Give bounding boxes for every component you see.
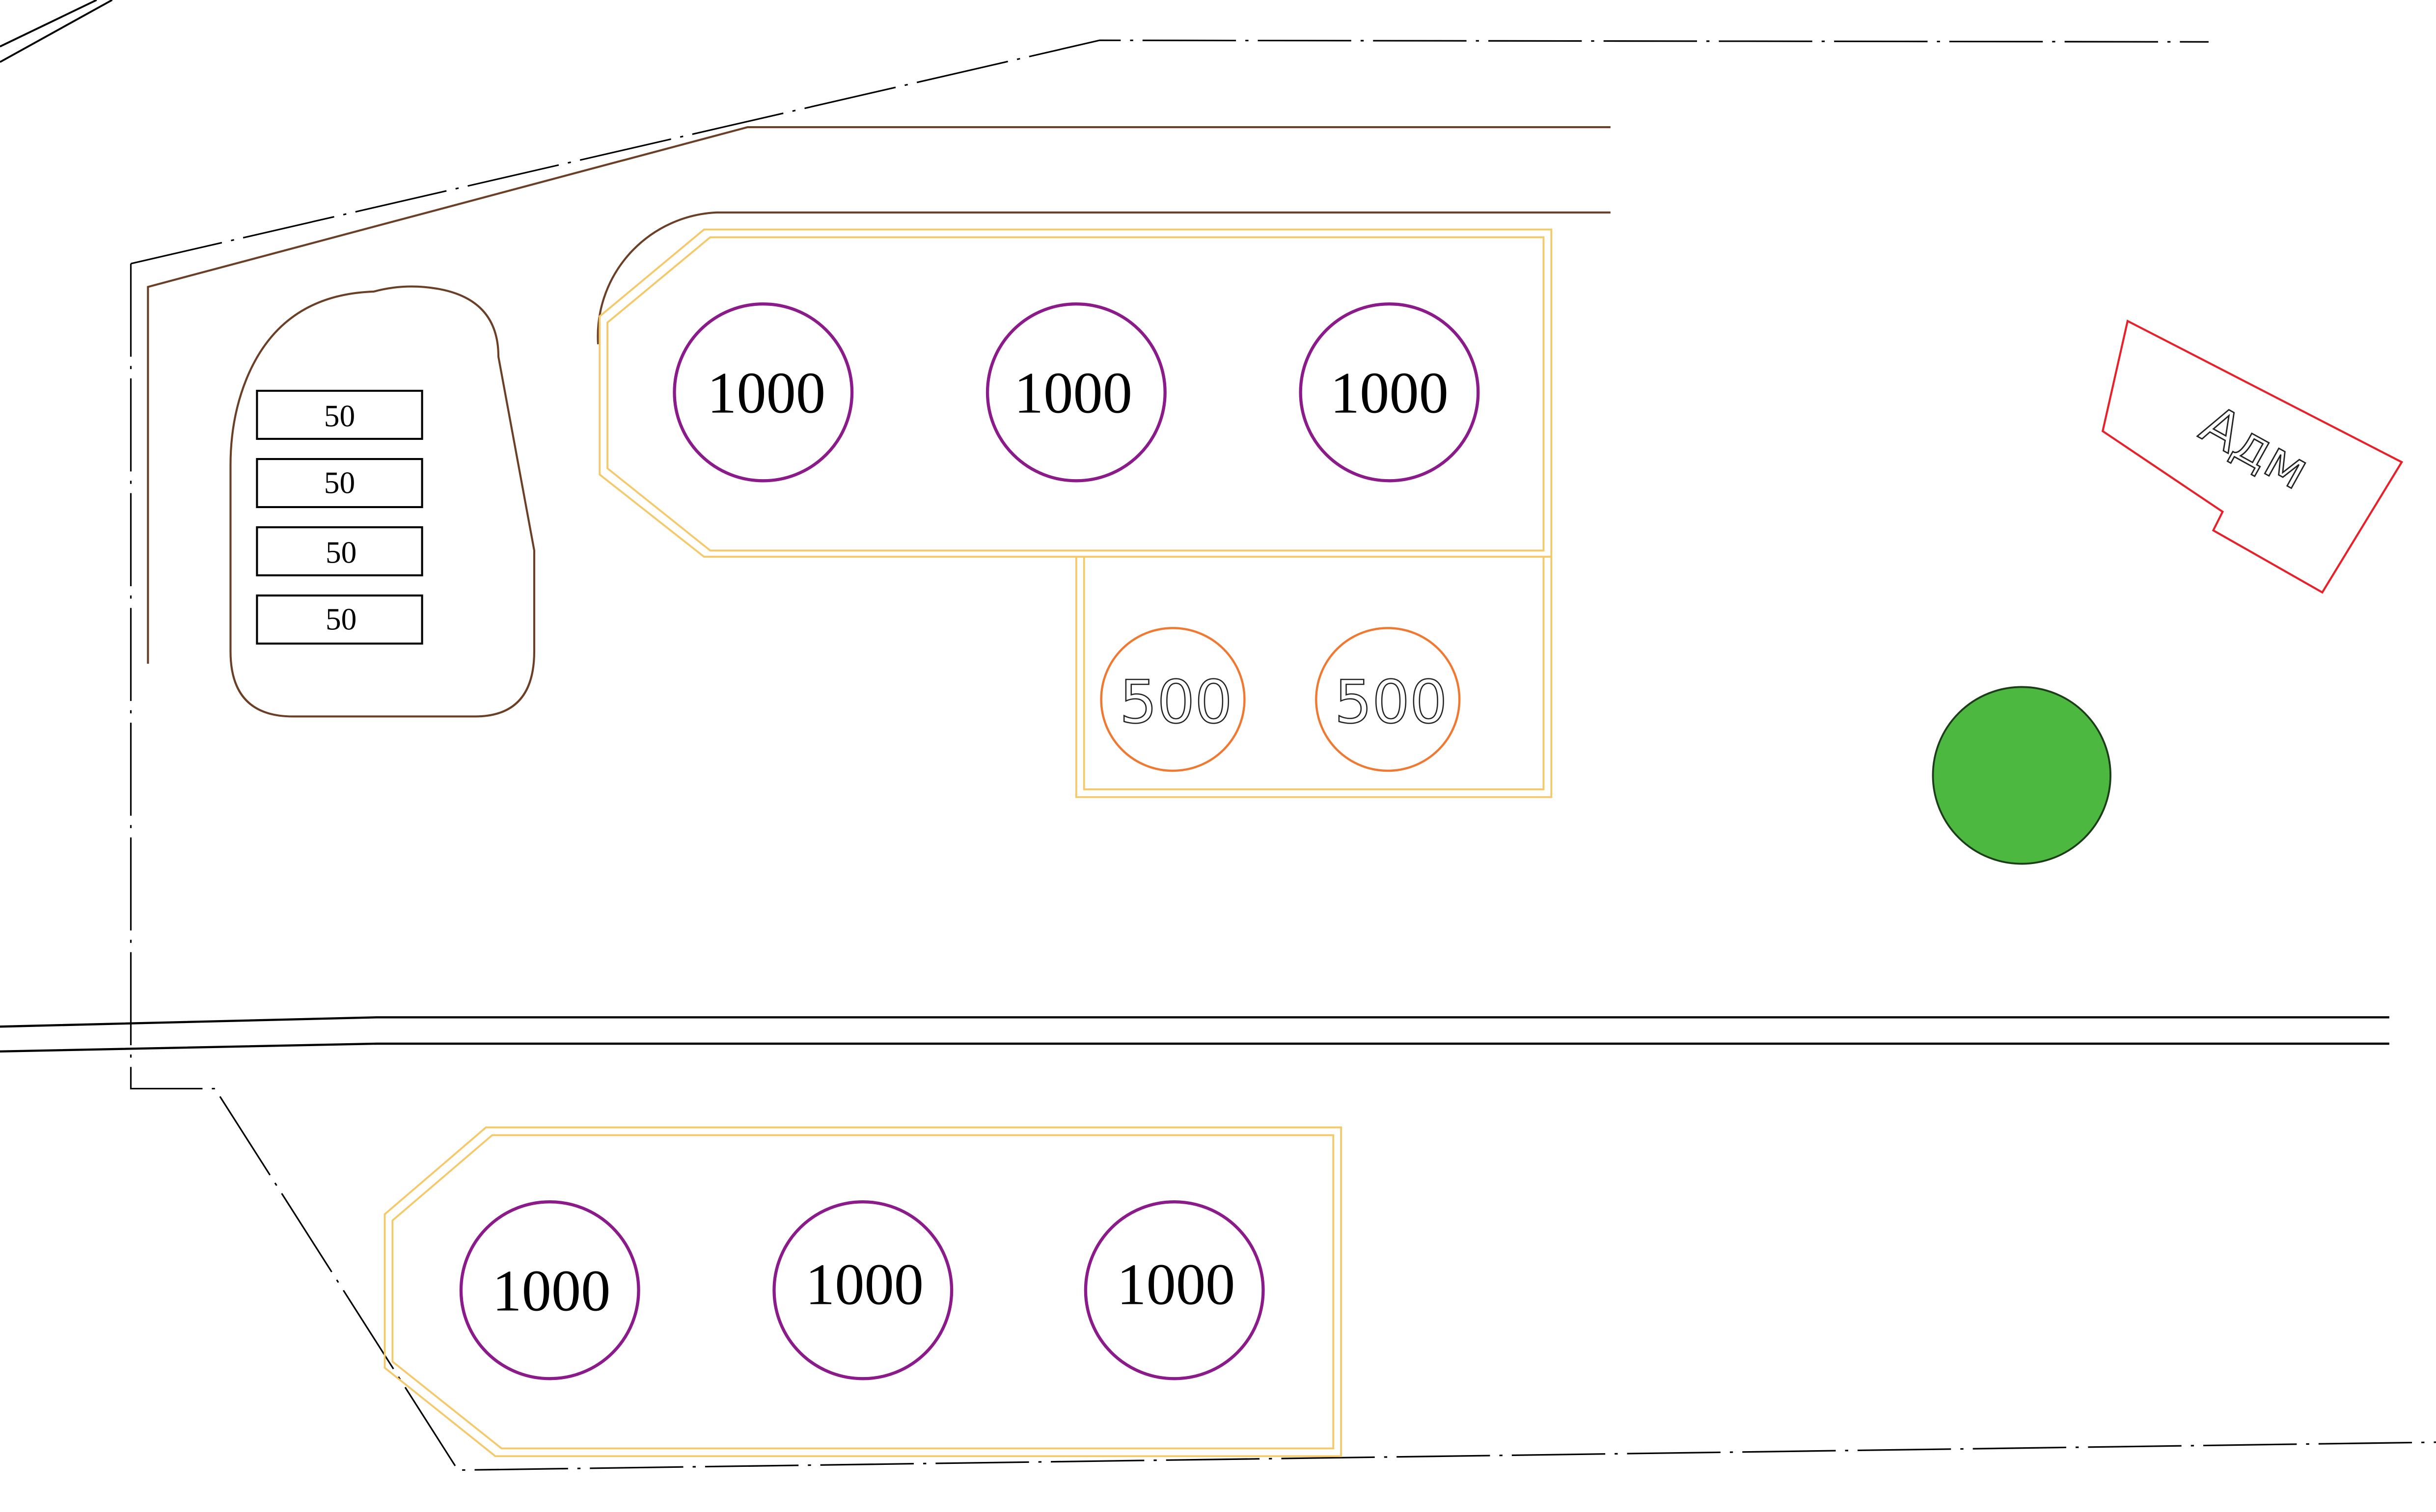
tank-label: 1000 bbox=[707, 361, 825, 426]
tank-500-2: 500 bbox=[1315, 627, 1461, 772]
small-tank-3: 50 bbox=[256, 526, 423, 577]
tank-500-1: 500 bbox=[1100, 627, 1246, 772]
site-boundary bbox=[130, 39, 2436, 1471]
small-tank-1: 50 bbox=[256, 390, 423, 440]
tank-label: 1000 bbox=[1330, 361, 1449, 426]
tree bbox=[1932, 686, 2111, 865]
tank-1000-6: 1000 bbox=[1084, 1200, 1265, 1380]
tank-label: 1000 bbox=[805, 1252, 924, 1318]
tank-1000-5: 1000 bbox=[772, 1200, 954, 1380]
small-bund bbox=[1075, 557, 1553, 798]
tank-1000-4: 1000 bbox=[459, 1200, 640, 1380]
small-tank-4: 50 bbox=[256, 594, 423, 645]
small-tank-label: 50 bbox=[324, 399, 355, 433]
tank-label: 1000 bbox=[1117, 1252, 1235, 1318]
admin-building: Адм bbox=[2101, 319, 2404, 594]
road bbox=[0, 1016, 2389, 1053]
tank-1000-2: 1000 bbox=[985, 302, 1167, 483]
upper-bund bbox=[599, 228, 1553, 558]
small-tank-2: 50 bbox=[256, 458, 423, 509]
tank-label: 1000 bbox=[1014, 361, 1132, 426]
small-tank-label: 50 bbox=[324, 466, 355, 500]
tank-label: 1000 bbox=[492, 1259, 610, 1324]
tank-label: 500 bbox=[1120, 668, 1232, 737]
lower-bund bbox=[383, 1126, 1342, 1458]
corner-lines bbox=[0, 0, 113, 63]
road-edge bbox=[147, 126, 1611, 664]
tank-1000-1: 1000 bbox=[673, 302, 854, 483]
tank-label: 500 bbox=[1335, 668, 1448, 737]
tank-1000-3: 1000 bbox=[1299, 302, 1480, 483]
small-tank-enclosure bbox=[229, 285, 536, 718]
small-tank-label: 50 bbox=[326, 536, 356, 570]
small-tank-label: 50 bbox=[326, 602, 356, 637]
